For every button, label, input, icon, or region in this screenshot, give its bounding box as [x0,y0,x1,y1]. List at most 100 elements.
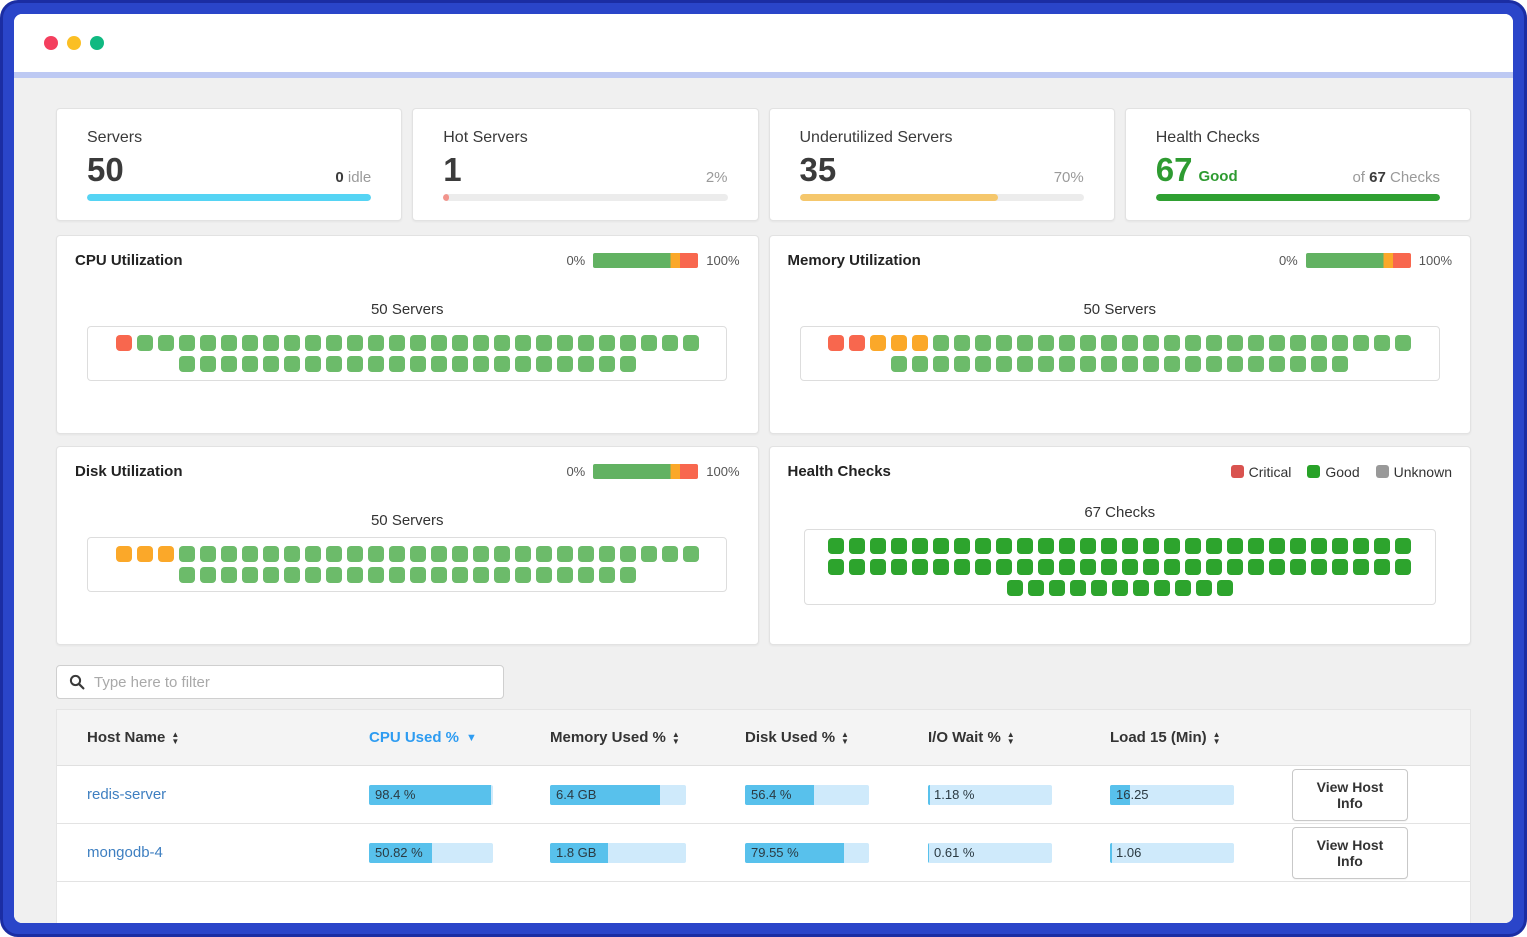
host-link[interactable]: mongodb-4 [87,844,163,861]
status-square[interactable] [1122,356,1139,372]
status-square[interactable] [1206,559,1223,575]
status-square[interactable] [283,335,300,351]
host-link[interactable]: redis-server [87,786,167,803]
status-square[interactable] [535,356,552,372]
status-square[interactable] [220,546,237,562]
status-square[interactable] [1395,538,1412,554]
status-square[interactable] [1206,538,1223,554]
status-square[interactable] [367,356,384,372]
minimize-window-icon[interactable] [67,36,81,50]
status-square[interactable] [1332,538,1349,554]
status-square[interactable] [1101,559,1118,575]
status-square[interactable] [346,335,363,351]
status-square[interactable] [912,559,929,575]
column-header-load-15[interactable]: Load 15 (Min) ▲ ▼ [1110,729,1221,746]
status-square[interactable] [577,356,594,372]
status-square[interactable] [1269,356,1286,372]
status-square[interactable] [346,546,363,562]
status-square[interactable] [891,356,908,372]
status-square[interactable] [1269,538,1286,554]
status-square[interactable] [598,335,615,351]
status-square[interactable] [619,546,636,562]
status-square[interactable] [891,559,908,575]
sort-both-icon[interactable]: ▲ ▼ [671,729,680,746]
status-square[interactable] [1059,538,1076,554]
status-square[interactable] [1143,335,1160,351]
status-square[interactable] [1164,335,1181,351]
status-square[interactable] [262,356,279,372]
status-square[interactable] [409,567,426,583]
status-square[interactable] [304,546,321,562]
status-square[interactable] [975,538,992,554]
status-square[interactable] [912,335,929,351]
status-square[interactable] [682,335,699,351]
status-square[interactable] [1038,538,1055,554]
status-square[interactable] [1059,559,1076,575]
status-square[interactable] [1080,335,1097,351]
status-square[interactable] [346,356,363,372]
status-square[interactable] [996,559,1013,575]
status-square[interactable] [472,567,489,583]
status-square[interactable] [1101,538,1118,554]
status-square[interactable] [1290,559,1307,575]
status-square[interactable] [870,538,887,554]
status-square[interactable] [1185,538,1202,554]
status-square[interactable] [1006,580,1023,596]
status-square[interactable] [1248,335,1265,351]
status-square[interactable] [367,546,384,562]
status-square[interactable] [933,538,950,554]
status-square[interactable] [1038,335,1055,351]
status-square[interactable] [325,546,342,562]
status-square[interactable] [1143,538,1160,554]
status-square[interactable] [1311,356,1328,372]
status-square[interactable] [1395,335,1412,351]
status-square[interactable] [493,335,510,351]
status-square[interactable] [1122,538,1139,554]
status-square[interactable] [1311,538,1328,554]
status-square[interactable] [1311,335,1328,351]
status-square[interactable] [870,559,887,575]
status-square[interactable] [1111,580,1128,596]
sort-desc-icon[interactable]: ▼ [466,731,477,744]
host-filter[interactable] [56,665,504,699]
status-square[interactable] [1290,356,1307,372]
status-square[interactable] [619,335,636,351]
status-square[interactable] [346,567,363,583]
status-square[interactable] [1038,559,1055,575]
status-square[interactable] [912,538,929,554]
status-square[interactable] [1332,335,1349,351]
status-square[interactable] [577,567,594,583]
status-square[interactable] [556,567,573,583]
status-square[interactable] [157,335,174,351]
status-square[interactable] [304,567,321,583]
status-square[interactable] [975,559,992,575]
column-header-host-name[interactable]: Host Name ▲ ▼ [87,729,180,746]
status-square[interactable] [367,567,384,583]
sort-both-icon[interactable]: ▲ ▼ [841,729,849,746]
status-square[interactable] [996,335,1013,351]
status-square[interactable] [1164,356,1181,372]
status-square[interactable] [1164,559,1181,575]
status-square[interactable] [1195,580,1212,596]
status-square[interactable] [1248,559,1265,575]
status-square[interactable] [1038,356,1055,372]
status-square[interactable] [304,335,321,351]
status-square[interactable] [241,335,258,351]
status-square[interactable] [1332,559,1349,575]
status-square[interactable] [388,546,405,562]
status-square[interactable] [1080,559,1097,575]
status-square[interactable] [1017,538,1034,554]
status-square[interactable] [430,546,447,562]
status-square[interactable] [1353,335,1370,351]
status-square[interactable] [136,546,153,562]
sort-both-icon[interactable]: ▲ ▼ [171,729,180,746]
status-square[interactable] [136,335,153,351]
status-square[interactable] [598,567,615,583]
status-square[interactable] [514,335,531,351]
status-square[interactable] [619,356,636,372]
status-square[interactable] [262,335,279,351]
status-square[interactable] [220,356,237,372]
status-square[interactable] [1269,335,1286,351]
status-square[interactable] [1185,356,1202,372]
status-square[interactable] [598,356,615,372]
